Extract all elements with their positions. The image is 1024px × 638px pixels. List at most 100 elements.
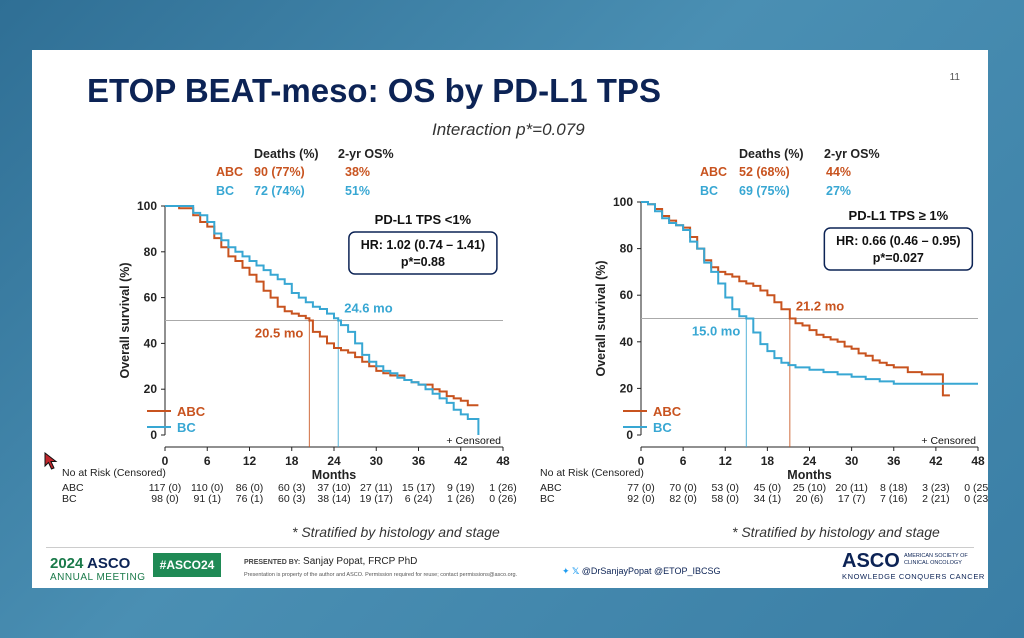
right-risk-bc-cell: 92 (0) xyxy=(627,493,655,505)
left-risk-bc-label: BC xyxy=(62,493,77,505)
right-ytick-label: 60 xyxy=(620,288,634,302)
left-abc-os: 38% xyxy=(345,165,371,179)
right-curve-bc xyxy=(641,201,978,385)
right-risk-abc-cell: 0 (25) xyxy=(964,482,988,494)
left-ytick-label: 80 xyxy=(144,245,158,259)
right-xtick-label: 42 xyxy=(929,454,943,468)
left-risk-abc-cell: 37 (10) xyxy=(317,482,351,494)
left-deaths-header: Deaths (%) xyxy=(254,147,319,161)
social-handles: ✦ 𝕏 @DrSanjayPopat @ETOP_IBCSG xyxy=(562,566,721,576)
right-abc-arm: ABC xyxy=(700,165,728,179)
left-risk-bc-cell: 38 (14) xyxy=(317,493,351,505)
left-risk-bc-cell: 0 (26) xyxy=(489,493,517,505)
right-risk-abc-label: ABC xyxy=(540,482,562,494)
right-p-text: p*=0.027 xyxy=(873,251,924,265)
right-footnote: * Stratified by histology and stage xyxy=(732,524,940,540)
right-bc-arm: BC xyxy=(700,184,719,198)
twitter-icon: ✦ 𝕏 xyxy=(562,566,580,576)
right-risk-bc-cell: 82 (0) xyxy=(669,493,697,505)
left-hr-text: HR: 1.02 (0.74 – 1.41) xyxy=(361,238,485,252)
right-ytick-label: 20 xyxy=(620,381,634,395)
left-risk-bc-cell: 6 (24) xyxy=(404,493,433,505)
right-y-axis-label: Overall survival (%) xyxy=(594,260,608,376)
right-risk-abc-cell: 8 (18) xyxy=(880,482,908,494)
right-risk-abc-cell: 77 (0) xyxy=(627,482,655,494)
right-subgroup-title: PD-L1 TPS ≥ 1% xyxy=(849,208,949,223)
right-legend-label-bc: BC xyxy=(653,420,672,435)
right-hr-text: HR: 0.66 (0.46 – 0.95) xyxy=(836,234,960,248)
left-risk-bc-cell: 98 (0) xyxy=(151,493,179,505)
left-xtick-label: 48 xyxy=(496,454,510,468)
right-risk-abc-cell: 45 (0) xyxy=(753,482,782,494)
left-hr-box xyxy=(348,231,498,275)
right-risk-bc-cell: 58 (0) xyxy=(711,493,739,505)
hashtag-badge: #ASCO24 xyxy=(153,553,221,577)
right-risk-bc-cell: 34 (1) xyxy=(753,493,782,505)
right-hr-box xyxy=(823,227,974,271)
right-abc-deaths: 52 (68%) xyxy=(739,165,790,179)
slide-title: ETOP BEAT-meso: OS by PD-L1 TPS xyxy=(87,72,661,109)
left-ytick-label: 20 xyxy=(144,382,158,396)
right-median-label-bc: 15.0 mo xyxy=(692,324,740,339)
asco-society-text: AMERICAN SOCIETY OF CLINICAL ONCOLOGY xyxy=(904,553,968,566)
left-xtick-label: 12 xyxy=(243,454,257,468)
slide-number: 11 xyxy=(949,72,960,83)
left-xtick-label: 36 xyxy=(412,454,426,468)
asco-annual-meeting-text: ANNUAL MEETING xyxy=(50,572,146,583)
left-xtick-label: 0 xyxy=(162,454,169,468)
left-risk-bc-cell: 19 (17) xyxy=(359,493,393,505)
right-risk-bc-cell: 17 (7) xyxy=(837,493,866,505)
right-xtick-label: 24 xyxy=(803,454,817,468)
right-xtick-label: 18 xyxy=(761,454,775,468)
left-risk-header: No at Risk (Censored) xyxy=(62,467,166,479)
right-xtick-label: 30 xyxy=(845,454,859,468)
right-os-header: 2-yr OS% xyxy=(824,147,880,161)
right-risk-bc-cell: 20 (6) xyxy=(795,493,824,505)
slide: ETOP BEAT-meso: OS by PD-L1 TPS 11 Inter… xyxy=(32,50,988,588)
left-risk-abc-cell: 117 (0) xyxy=(148,482,182,494)
right-xtick-label: 6 xyxy=(680,454,687,468)
left-ytick-label: 60 xyxy=(144,291,158,305)
left-risk-abc-cell: 9 (19) xyxy=(447,482,475,494)
left-legend-label-bc: BC xyxy=(177,420,196,435)
left-p-text: p*=0.88 xyxy=(401,255,445,269)
left-risk-abc-cell: 27 (11) xyxy=(360,482,393,494)
left-risk-abc-cell: 15 (17) xyxy=(401,482,436,494)
left-median-label-abc: 20.5 mo xyxy=(255,326,303,341)
right-risk-bc-cell: 7 (16) xyxy=(880,493,908,505)
right-legend-label-abc: ABC xyxy=(653,404,682,419)
right-censored-label: + Censored xyxy=(921,435,976,447)
right-risk-abc-cell: 25 (10) xyxy=(792,482,827,494)
interaction-p-value: Interaction p*=0.079 xyxy=(432,120,585,139)
left-legend-label-abc: ABC xyxy=(177,404,206,419)
left-bc-deaths: 72 (74%) xyxy=(254,184,305,198)
right-risk-abc-cell: 53 (0) xyxy=(711,482,739,494)
left-abc-arm: ABC xyxy=(216,165,244,179)
left-xtick-label: 24 xyxy=(327,454,341,468)
asco-annual-meeting-logo: 2024 ASCO xyxy=(50,555,131,572)
left-footnote: * Stratified by histology and stage xyxy=(292,524,500,540)
left-xtick-label: 42 xyxy=(454,454,468,468)
left-risk-abc-cell: 110 (0) xyxy=(191,482,224,494)
right-median-label-abc: 21.2 mo xyxy=(796,299,844,314)
right-risk-bc-label: BC xyxy=(540,493,555,505)
left-risk-bc-cell: 91 (1) xyxy=(193,493,221,505)
left-x-axis-label: Months xyxy=(312,468,356,482)
left-curve-bc xyxy=(165,205,480,435)
left-xtick-label: 30 xyxy=(370,454,384,468)
km-chart-right: 0 20 40 60 80 100 0 6 12 18 24 30 36 42 48 Months Overal… xyxy=(594,195,985,482)
disclaimer: Presentation is property of the author a… xyxy=(244,572,518,578)
left-risk-abc-cell: 86 (0) xyxy=(235,482,264,494)
mouse-cursor-icon xyxy=(44,452,58,470)
left-median-label-bc: 24.6 mo xyxy=(344,301,392,316)
right-bc-deaths: 69 (75%) xyxy=(739,184,790,198)
left-xtick-label: 6 xyxy=(204,454,211,468)
right-xtick-label: 0 xyxy=(638,454,645,468)
right-ytick-label: 40 xyxy=(620,335,634,349)
right-risk-bc-cell: 2 (21) xyxy=(922,493,950,505)
right-risk-header: No at Risk (Censored) xyxy=(540,467,644,479)
right-abc-os: 44% xyxy=(826,165,852,179)
left-ytick-label: 40 xyxy=(144,336,158,350)
right-ytick-label: 100 xyxy=(613,195,633,209)
right-bc-os: 27% xyxy=(826,184,852,198)
